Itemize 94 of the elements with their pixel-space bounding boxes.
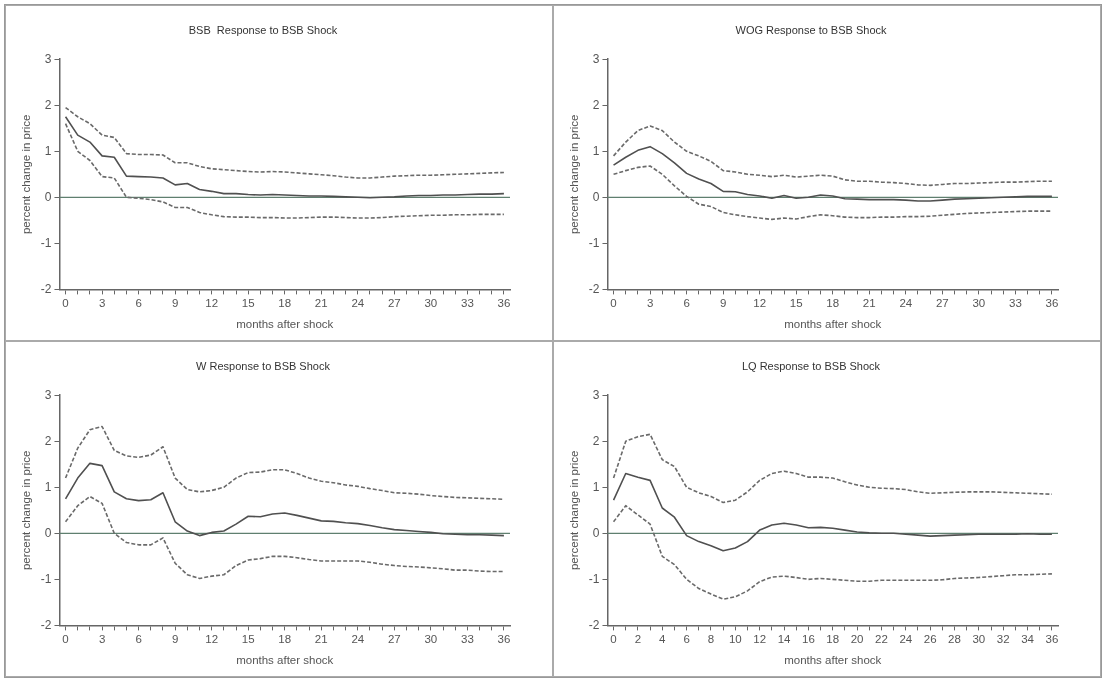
x-tick-label: 16 — [801, 633, 815, 646]
x-tick-label: 12 — [753, 297, 767, 310]
y-tick-label: -2 — [40, 617, 52, 632]
x-tick-label: 15 — [241, 297, 255, 310]
x-tick-label: 36 — [1045, 633, 1059, 646]
y-axis-title: percent change in price — [568, 114, 581, 235]
chart-title: LQ Response to BSB Shock — [741, 359, 881, 372]
x-tick-label: 6 — [135, 633, 142, 646]
x-axis-title: months after shock — [236, 318, 334, 331]
chart-title: W Response to BSB Shock — [196, 359, 331, 372]
x-tick-label: 24 — [351, 297, 365, 310]
y-tick-label: -1 — [588, 571, 600, 586]
x-tick-label: 14 — [777, 633, 792, 646]
x-tick-label: 8 — [707, 633, 715, 646]
x-tick-label: 12 — [205, 633, 219, 646]
y-tick-label: -1 — [588, 235, 600, 250]
x-tick-label: 0 — [62, 297, 69, 310]
x-tick-label: 30 — [424, 297, 438, 310]
x-tick-label: 26 — [923, 633, 937, 646]
x-tick-label: 18 — [278, 633, 292, 646]
x-tick-label: 6 — [683, 633, 690, 646]
x-tick-label: 3 — [646, 297, 654, 310]
x-tick-label: 30 — [972, 633, 986, 646]
x-tick-label: 28 — [948, 633, 961, 646]
x-tick-label: 12 — [753, 633, 767, 646]
x-tick-label: 20 — [850, 633, 864, 646]
y-tick-label: 0 — [592, 525, 600, 540]
x-tick-label: 24 — [351, 633, 365, 646]
x-tick-label: 0 — [62, 633, 69, 646]
x-tick-label: 9 — [171, 633, 179, 646]
x-tick-label: 36 — [497, 297, 511, 310]
x-tick-label: 18 — [278, 297, 292, 310]
x-tick-label: 34 — [1021, 633, 1035, 646]
x-tick-label: 15 — [241, 633, 255, 646]
y-tick-label: 3 — [44, 387, 52, 402]
x-tick-label: 4 — [659, 633, 667, 646]
y-tick-label: 2 — [592, 97, 600, 112]
x-tick-label: 32 — [996, 633, 1010, 646]
x-tick-label: 15 — [789, 297, 803, 310]
y-tick-label: 3 — [592, 51, 600, 66]
x-tick-label: 27 — [387, 297, 401, 310]
x-tick-label: 36 — [497, 633, 511, 646]
x-tick-label: 3 — [98, 297, 106, 310]
y-tick-label: -1 — [40, 571, 52, 586]
x-tick-label: 18 — [826, 633, 840, 646]
y-tick-label: -2 — [40, 281, 52, 296]
x-tick-label: 6 — [683, 297, 690, 310]
x-tick-label: 33 — [460, 633, 474, 646]
x-tick-label: 21 — [862, 297, 876, 310]
y-tick-label: -1 — [40, 235, 52, 250]
y-tick-label: 2 — [44, 97, 52, 112]
x-tick-label: 24 — [899, 633, 913, 646]
x-tick-label: 27 — [935, 297, 949, 310]
y-tick-label: 2 — [44, 433, 52, 448]
x-tick-label: 9 — [719, 297, 727, 310]
y-tick-label: 0 — [44, 525, 52, 540]
x-tick-label: 2 — [634, 633, 642, 646]
x-tick-label: 33 — [1008, 297, 1022, 310]
x-tick-label: 10 — [728, 633, 742, 646]
x-tick-label: 30 — [424, 633, 438, 646]
x-axis-title: months after shock — [236, 654, 334, 667]
y-tick-label: 2 — [592, 433, 600, 448]
y-tick-label: 3 — [44, 51, 52, 66]
chart-title: WOG Response to BSB Shock — [735, 23, 887, 36]
x-tick-label: 22 — [875, 633, 888, 646]
y-axis-title: percent change in price — [568, 450, 581, 571]
x-tick-label: 3 — [98, 633, 106, 646]
y-tick-label: -2 — [588, 617, 600, 632]
chart-title: BSB Response to BSB Shock — [188, 23, 338, 36]
x-tick-label: 21 — [314, 633, 328, 646]
y-tick-label: 0 — [44, 189, 52, 204]
y-tick-label: 0 — [592, 189, 600, 204]
x-tick-label: 6 — [135, 297, 142, 310]
x-axis-title: months after shock — [784, 654, 882, 667]
y-axis-title: percent change in price — [20, 450, 33, 571]
x-tick-label: 36 — [1045, 297, 1059, 310]
x-tick-label: 24 — [899, 297, 913, 310]
x-tick-label: 0 — [610, 297, 617, 310]
x-tick-label: 0 — [610, 633, 617, 646]
x-tick-label: 12 — [205, 297, 219, 310]
x-tick-label: 9 — [171, 297, 179, 310]
y-tick-label: 1 — [44, 143, 52, 158]
y-axis-title: percent change in price — [20, 114, 33, 235]
y-tick-label: 1 — [44, 479, 52, 494]
x-tick-label: 33 — [460, 297, 474, 310]
y-tick-label: 1 — [592, 479, 600, 494]
y-tick-label: -2 — [588, 281, 600, 296]
y-tick-label: 1 — [592, 143, 600, 158]
x-axis-title: months after shock — [784, 318, 882, 331]
x-tick-label: 27 — [387, 633, 401, 646]
x-tick-label: 21 — [314, 297, 328, 310]
y-tick-label: 3 — [592, 387, 600, 402]
x-tick-label: 30 — [972, 297, 986, 310]
x-tick-label: 18 — [826, 297, 840, 310]
